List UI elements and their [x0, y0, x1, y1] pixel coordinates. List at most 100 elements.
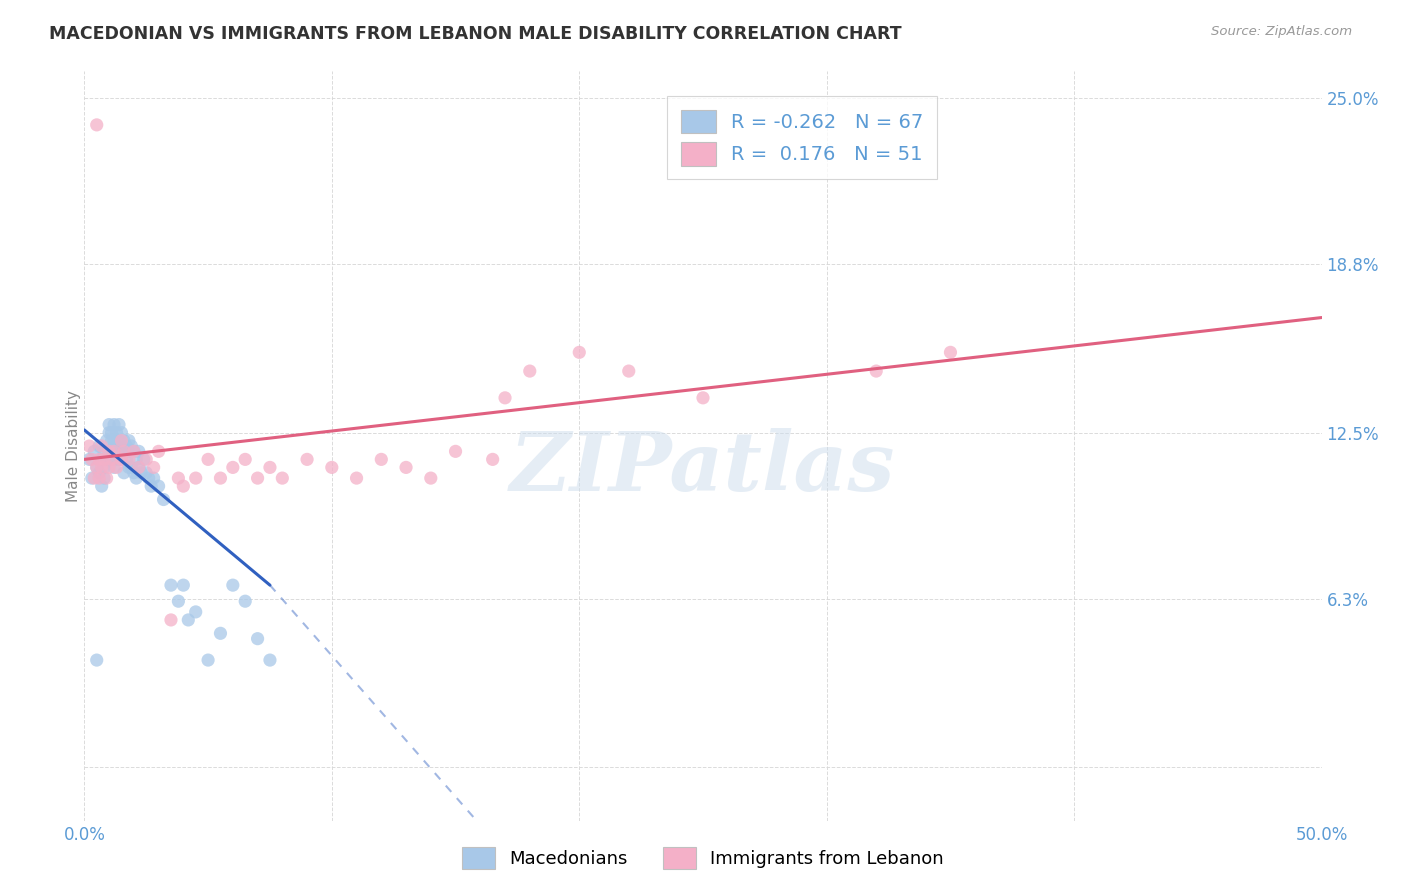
Point	[370, 452, 392, 467]
Point	[125, 452, 148, 467]
Point	[93, 460, 115, 475]
Point	[108, 417, 131, 432]
Point	[96, 471, 118, 485]
Point	[295, 452, 318, 467]
Point	[83, 471, 105, 485]
Point	[105, 439, 128, 453]
Point	[79, 439, 101, 453]
Point	[96, 434, 118, 448]
Point	[96, 452, 118, 467]
Point	[90, 452, 112, 467]
Point	[118, 452, 141, 467]
Point	[259, 653, 281, 667]
Point	[233, 452, 256, 467]
Point	[519, 364, 541, 378]
Point	[395, 460, 418, 475]
Point	[148, 479, 170, 493]
Point	[103, 444, 125, 458]
Point	[89, 471, 111, 485]
Point	[100, 434, 122, 448]
Point	[79, 452, 101, 467]
Legend: Macedonians, Immigrants from Lebanon: Macedonians, Immigrants from Lebanon	[453, 838, 953, 879]
Point	[172, 479, 194, 493]
Point	[98, 425, 121, 440]
Point	[132, 452, 155, 467]
Point	[135, 452, 157, 467]
Point	[118, 434, 141, 448]
Point	[110, 434, 132, 448]
Point	[148, 444, 170, 458]
Point	[246, 632, 269, 646]
Point	[103, 417, 125, 432]
Y-axis label: Male Disability: Male Disability	[66, 390, 80, 502]
Point	[110, 452, 132, 467]
Point	[98, 460, 121, 475]
Point	[98, 444, 121, 458]
Point	[865, 364, 887, 378]
Text: Source: ZipAtlas.com: Source: ZipAtlas.com	[1212, 25, 1353, 38]
Point	[160, 613, 183, 627]
Point	[494, 391, 516, 405]
Point	[481, 452, 503, 467]
Point	[160, 578, 183, 592]
Point	[120, 439, 142, 453]
Point	[222, 578, 245, 592]
Point	[128, 444, 150, 458]
Point	[110, 452, 132, 467]
Point	[83, 444, 105, 458]
Point	[118, 444, 141, 458]
Point	[129, 466, 152, 480]
Legend: R = -0.262   N = 67, R =  0.176   N = 51: R = -0.262 N = 67, R = 0.176 N = 51	[666, 96, 936, 179]
Point	[108, 434, 131, 448]
Point	[115, 439, 138, 453]
Point	[110, 439, 132, 453]
Point	[103, 460, 125, 475]
Point	[105, 452, 128, 467]
Point	[98, 444, 121, 458]
Point	[105, 460, 128, 475]
Point	[112, 434, 135, 448]
Point	[271, 471, 294, 485]
Point	[939, 345, 962, 359]
Point	[86, 460, 108, 475]
Point	[112, 444, 135, 458]
Point	[90, 439, 112, 453]
Point	[100, 452, 122, 467]
Point	[120, 460, 142, 475]
Point	[128, 460, 150, 475]
Point	[177, 613, 200, 627]
Point	[346, 471, 368, 485]
Point	[110, 425, 132, 440]
Text: ZIPatlas: ZIPatlas	[510, 428, 896, 508]
Point	[167, 594, 190, 608]
Point	[122, 444, 145, 458]
Point	[105, 425, 128, 440]
Point	[233, 594, 256, 608]
Point	[197, 452, 219, 467]
Point	[112, 466, 135, 480]
Point	[167, 471, 190, 485]
Point	[93, 444, 115, 458]
Point	[222, 460, 245, 475]
Point	[321, 460, 343, 475]
Point	[80, 452, 103, 467]
Point	[122, 444, 145, 458]
Point	[103, 434, 125, 448]
Point	[141, 479, 163, 493]
Point	[184, 471, 207, 485]
Point	[568, 345, 591, 359]
Point	[89, 466, 111, 480]
Point	[100, 452, 122, 467]
Point	[617, 364, 640, 378]
Point	[419, 471, 441, 485]
Point	[112, 444, 135, 458]
Point	[86, 653, 108, 667]
Point	[93, 471, 115, 485]
Point	[135, 466, 157, 480]
Point	[138, 471, 160, 485]
Point	[89, 452, 111, 467]
Point	[118, 460, 141, 475]
Point	[184, 605, 207, 619]
Point	[89, 439, 111, 453]
Point	[142, 471, 165, 485]
